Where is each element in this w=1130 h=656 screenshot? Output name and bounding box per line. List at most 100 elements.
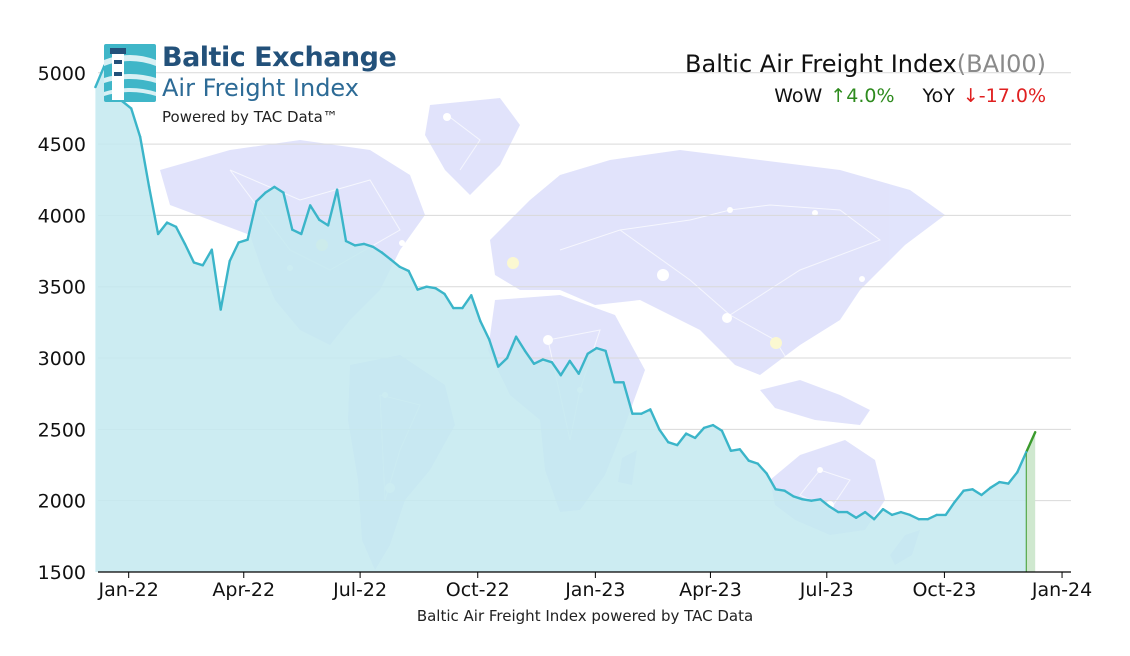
index-point — [881, 508, 885, 511]
index-point — [192, 261, 196, 264]
index-point — [935, 513, 938, 517]
index-point — [147, 185, 151, 189]
index-point — [353, 244, 357, 247]
index-point — [640, 412, 643, 415]
index-point — [586, 352, 589, 355]
index-point — [899, 510, 903, 514]
index-point — [577, 372, 580, 375]
index-point — [971, 488, 974, 491]
index-point — [201, 264, 204, 267]
index-point — [783, 489, 786, 492]
index-point — [846, 510, 849, 514]
index-point — [631, 412, 634, 415]
index-point — [407, 269, 410, 273]
index-point — [282, 191, 285, 194]
index-point — [568, 359, 571, 363]
index-title: Baltic Air Freight Index(BAI00) — [685, 50, 1046, 78]
index-point — [953, 500, 956, 504]
y-tick-label: 2000 — [38, 491, 86, 513]
y-tick-label: 1500 — [38, 562, 86, 584]
index-point — [228, 259, 231, 263]
index-point — [559, 374, 562, 377]
index-point — [219, 308, 222, 311]
index-point — [326, 224, 330, 227]
index-point — [872, 518, 876, 521]
index-point — [255, 200, 258, 203]
index-point — [479, 319, 482, 323]
index-point — [729, 449, 733, 452]
index-point — [658, 428, 661, 431]
index-point — [676, 443, 679, 447]
index-point — [962, 489, 965, 492]
yoy-value: ↓-17.0% — [963, 85, 1046, 107]
index-point — [756, 462, 759, 465]
y-tick-label: 5000 — [38, 63, 86, 85]
y-axis-ticks: 1500 2000 2500 3000 3500 4000 4500 5000 — [38, 63, 86, 584]
x-tick-label: Jan-24 — [1031, 579, 1092, 601]
index-point — [550, 361, 554, 364]
logo-subtitle: Air Freight Index — [162, 74, 359, 102]
index-point — [371, 245, 375, 248]
index-point — [237, 241, 240, 244]
index-point — [541, 358, 545, 361]
index-point — [917, 518, 920, 521]
index-point — [488, 338, 491, 341]
index-point — [532, 362, 536, 365]
index-point — [210, 248, 213, 251]
index-point — [174, 225, 178, 228]
x-tick-label: Apr-23 — [679, 579, 742, 601]
wow-label: WoW — [774, 85, 822, 107]
index-point — [998, 480, 1001, 484]
x-tick-label: Apr-22 — [212, 579, 275, 601]
index-point — [702, 426, 706, 430]
x-tick-label: Jul-22 — [332, 579, 387, 601]
index-point — [837, 510, 840, 514]
index-area-fill — [95, 51, 1027, 572]
index-point — [595, 346, 598, 350]
index-point — [622, 381, 625, 384]
index-point — [264, 191, 267, 194]
x-tick-label: Jan-22 — [98, 579, 159, 601]
index-point — [461, 306, 464, 310]
index-point — [443, 292, 446, 296]
index-point — [989, 486, 992, 489]
index-point — [774, 488, 777, 491]
y-tick-label: 2500 — [38, 419, 86, 441]
index-point — [828, 505, 831, 508]
index-point — [926, 518, 929, 521]
index-point — [318, 218, 321, 221]
index-point — [944, 513, 947, 517]
index-point — [416, 288, 419, 291]
index-point — [613, 381, 616, 384]
index-point — [684, 432, 688, 435]
map-greenland — [425, 98, 520, 195]
index-point — [649, 408, 652, 411]
index-point — [514, 335, 518, 338]
yoy-label: YoY — [922, 85, 956, 107]
index-point — [855, 516, 858, 519]
index-point — [425, 285, 428, 288]
index-point — [470, 294, 473, 297]
map-se-asia — [760, 380, 870, 425]
logo-powered-by: Powered by TAC Data™ — [162, 108, 338, 126]
index-point — [505, 356, 509, 360]
index-point — [156, 232, 160, 236]
index-point — [1025, 451, 1028, 454]
index-point — [130, 107, 133, 110]
index-point — [693, 436, 697, 440]
index-point — [667, 441, 670, 444]
index-point — [165, 221, 169, 224]
index-point — [246, 238, 249, 241]
index-point — [434, 287, 437, 290]
index-point — [362, 242, 366, 246]
y-tick-label: 3500 — [38, 277, 86, 299]
index-point — [380, 251, 383, 254]
index-point — [344, 239, 348, 243]
index-point — [389, 258, 392, 261]
index-point — [1016, 471, 1019, 474]
change-summary: WoW ↑4.0% YoY ↓-17.0% — [774, 85, 1046, 107]
index-point — [300, 232, 303, 236]
logo-title: Baltic Exchange — [162, 42, 396, 73]
index-name: Baltic Air Freight Index — [685, 50, 957, 78]
index-point — [863, 510, 867, 514]
